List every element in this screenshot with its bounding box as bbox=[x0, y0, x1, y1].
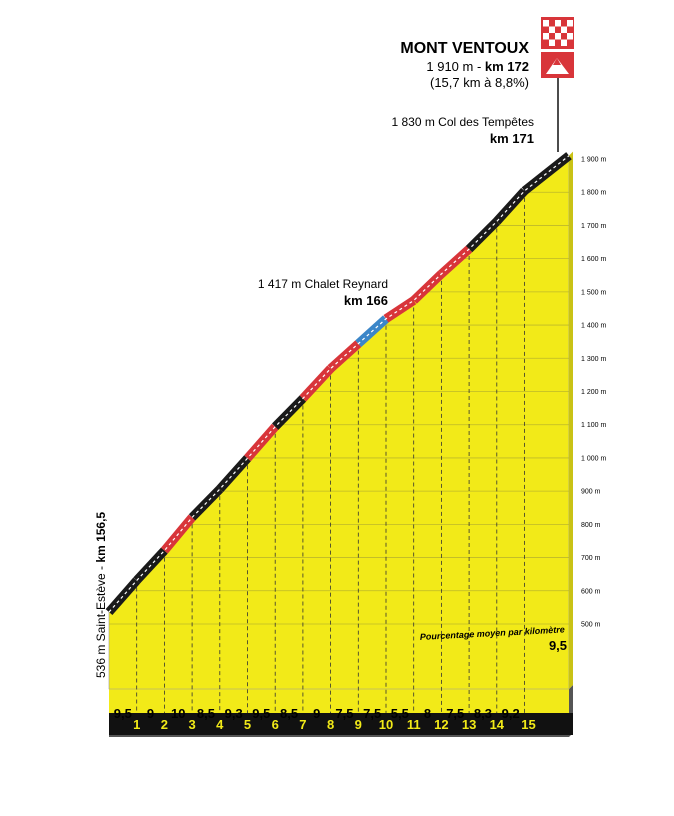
ytick-label: 800 m bbox=[581, 522, 601, 529]
flag-checker-square bbox=[567, 33, 573, 40]
gradient-label: 9,5 bbox=[549, 638, 567, 653]
flag-checker-square bbox=[549, 39, 555, 46]
chart-base-layer bbox=[108, 151, 573, 737]
chart-ytick-layer: 500 m 600 m 700 m 800 m 900 m 1 000 m 1 100 m 1… bbox=[581, 157, 606, 629]
km-label: 1 bbox=[133, 717, 140, 732]
profile-right-face bbox=[569, 151, 573, 689]
ytick-label: 600 m bbox=[581, 588, 601, 595]
km-label: 14 bbox=[490, 717, 505, 732]
gradient-label: 7,5 bbox=[335, 706, 353, 721]
km-label: 11 bbox=[407, 717, 421, 732]
chart-gradient-layer: 9,5 9 10 8,5 9,3 9,5 8,5 9 7,5 7,5 5,5 8 7,5 8,3 9,2 9,… bbox=[114, 638, 567, 721]
gradient-label: 10 bbox=[171, 706, 185, 721]
chalet-km: km 166 bbox=[344, 293, 388, 308]
road-segment-7 bbox=[271, 395, 307, 430]
profile-area bbox=[108, 155, 570, 690]
gradient-label: 9,5 bbox=[252, 706, 270, 721]
flag-checker-square bbox=[543, 33, 549, 40]
flag-checker-square bbox=[561, 39, 567, 46]
km-label: 13 bbox=[462, 717, 476, 732]
flag-checker-square bbox=[561, 26, 567, 33]
ytick-label: 1 200 m bbox=[581, 389, 606, 396]
summit-name: MONT VENTOUX bbox=[400, 40, 529, 57]
ytick-label: 500 m bbox=[581, 622, 601, 629]
ytick-label: 1 500 m bbox=[581, 289, 606, 296]
gradient-label: 9,5 bbox=[114, 706, 132, 721]
ytick-label: 700 m bbox=[581, 555, 601, 562]
summit-climb-detail: (15,7 km à 8,8%) bbox=[430, 75, 529, 90]
gradient-label: 7,5 bbox=[446, 706, 464, 721]
profile-base-front bbox=[109, 689, 569, 713]
km-label: 9 bbox=[355, 717, 362, 732]
start-label-text: 536 m Saint-Estève - bbox=[94, 563, 108, 678]
start-label: 536 m Saint-Estève - km 156,5 bbox=[94, 512, 108, 678]
gradient-label: 9,3 bbox=[225, 706, 243, 721]
km-label: 3 bbox=[188, 717, 195, 732]
ytick-label: 900 m bbox=[581, 489, 601, 496]
summit-altitude-value: 1 910 m - bbox=[426, 59, 485, 74]
km-label: 6 bbox=[272, 717, 279, 732]
flag-checker-square bbox=[549, 26, 555, 33]
gradient-label: 5,5 bbox=[391, 706, 409, 721]
km-label: 12 bbox=[434, 717, 448, 732]
km-label: 10 bbox=[379, 717, 393, 732]
ytick-label: 1 600 m bbox=[581, 256, 606, 263]
flag-checker-square bbox=[567, 20, 573, 27]
chart-road-layer bbox=[105, 152, 572, 616]
gradient-label: 9 bbox=[313, 706, 320, 721]
flag-checker-square bbox=[555, 33, 561, 40]
ytick-label: 1 300 m bbox=[581, 356, 606, 363]
gradient-label: 8,5 bbox=[197, 706, 215, 721]
gradient-label: 8 bbox=[424, 706, 431, 721]
ytick-label: 1 000 m bbox=[581, 455, 606, 462]
col-label: 1 830 m Col des Tempêtes bbox=[391, 115, 534, 129]
start-km: km 156,5 bbox=[94, 512, 108, 563]
gradient-label: 9,2 bbox=[502, 706, 520, 721]
chart-km-layer: 1 2 3 4 5 6 7 8 9 10 11 12 13 14 15 bbox=[133, 717, 536, 732]
km-label: 2 bbox=[161, 717, 168, 732]
km-band bbox=[109, 713, 573, 735]
km-label: 4 bbox=[216, 717, 224, 732]
ytick-label: 1 400 m bbox=[581, 323, 606, 330]
summit-finish-flag-icon bbox=[541, 17, 574, 49]
km-label: 15 bbox=[521, 717, 535, 732]
km-label: 5 bbox=[244, 717, 251, 732]
gradient-label: 8,5 bbox=[280, 706, 298, 721]
summit-km: km 172 bbox=[485, 59, 529, 74]
chalet-label: 1 417 m Chalet Reynard bbox=[258, 277, 388, 291]
ytick-label: 1 700 m bbox=[581, 223, 606, 230]
road-segment-14 bbox=[465, 218, 500, 253]
ytick-label: 1 100 m bbox=[581, 422, 606, 429]
gradient-label: 8,3 bbox=[474, 706, 492, 721]
km-label: 7 bbox=[299, 717, 306, 732]
km-label: 8 bbox=[327, 717, 334, 732]
summit-mountain-icon bbox=[541, 52, 574, 78]
gradient-label: 9 bbox=[147, 706, 154, 721]
ytick-label: 1 900 m bbox=[581, 157, 606, 164]
flag-checker-square bbox=[543, 20, 549, 27]
flag-checker-square bbox=[555, 20, 561, 27]
ytick-label: 1 800 m bbox=[581, 190, 606, 197]
gradient-label: 7,5 bbox=[363, 706, 381, 721]
col-km: km 171 bbox=[490, 131, 534, 146]
summit-altitude: 1 910 m - km 172 bbox=[426, 59, 529, 74]
